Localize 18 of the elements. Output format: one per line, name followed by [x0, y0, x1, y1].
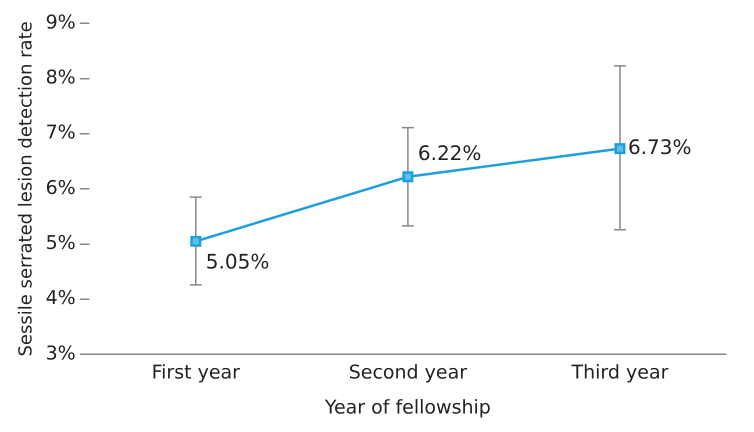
y-tick-label: 6% [46, 176, 76, 199]
data-label: 6.73% [628, 134, 692, 159]
data-label: 5.05% [206, 250, 270, 274]
x-tick-label: Third year [570, 362, 669, 384]
x-tick-label: First year [152, 362, 240, 384]
y-tick-label: 9% [46, 11, 76, 34]
point [190, 236, 202, 247]
y-tick-label: 3% [46, 342, 76, 364]
x-tick-label: Second year [348, 362, 468, 384]
point [402, 171, 414, 182]
point [614, 143, 626, 154]
x-axis-title: Year of fellowship [324, 396, 491, 419]
data-label: 6.22% [418, 140, 482, 165]
y-tick-label: 5% [46, 232, 76, 254]
y-tick-label: 7% [46, 122, 76, 144]
y-axis-title: Sessile serrated lesion detection rate [15, 21, 36, 356]
y-tick-label: 4% [46, 287, 76, 310]
y-tick-label: 8% [46, 66, 76, 89]
